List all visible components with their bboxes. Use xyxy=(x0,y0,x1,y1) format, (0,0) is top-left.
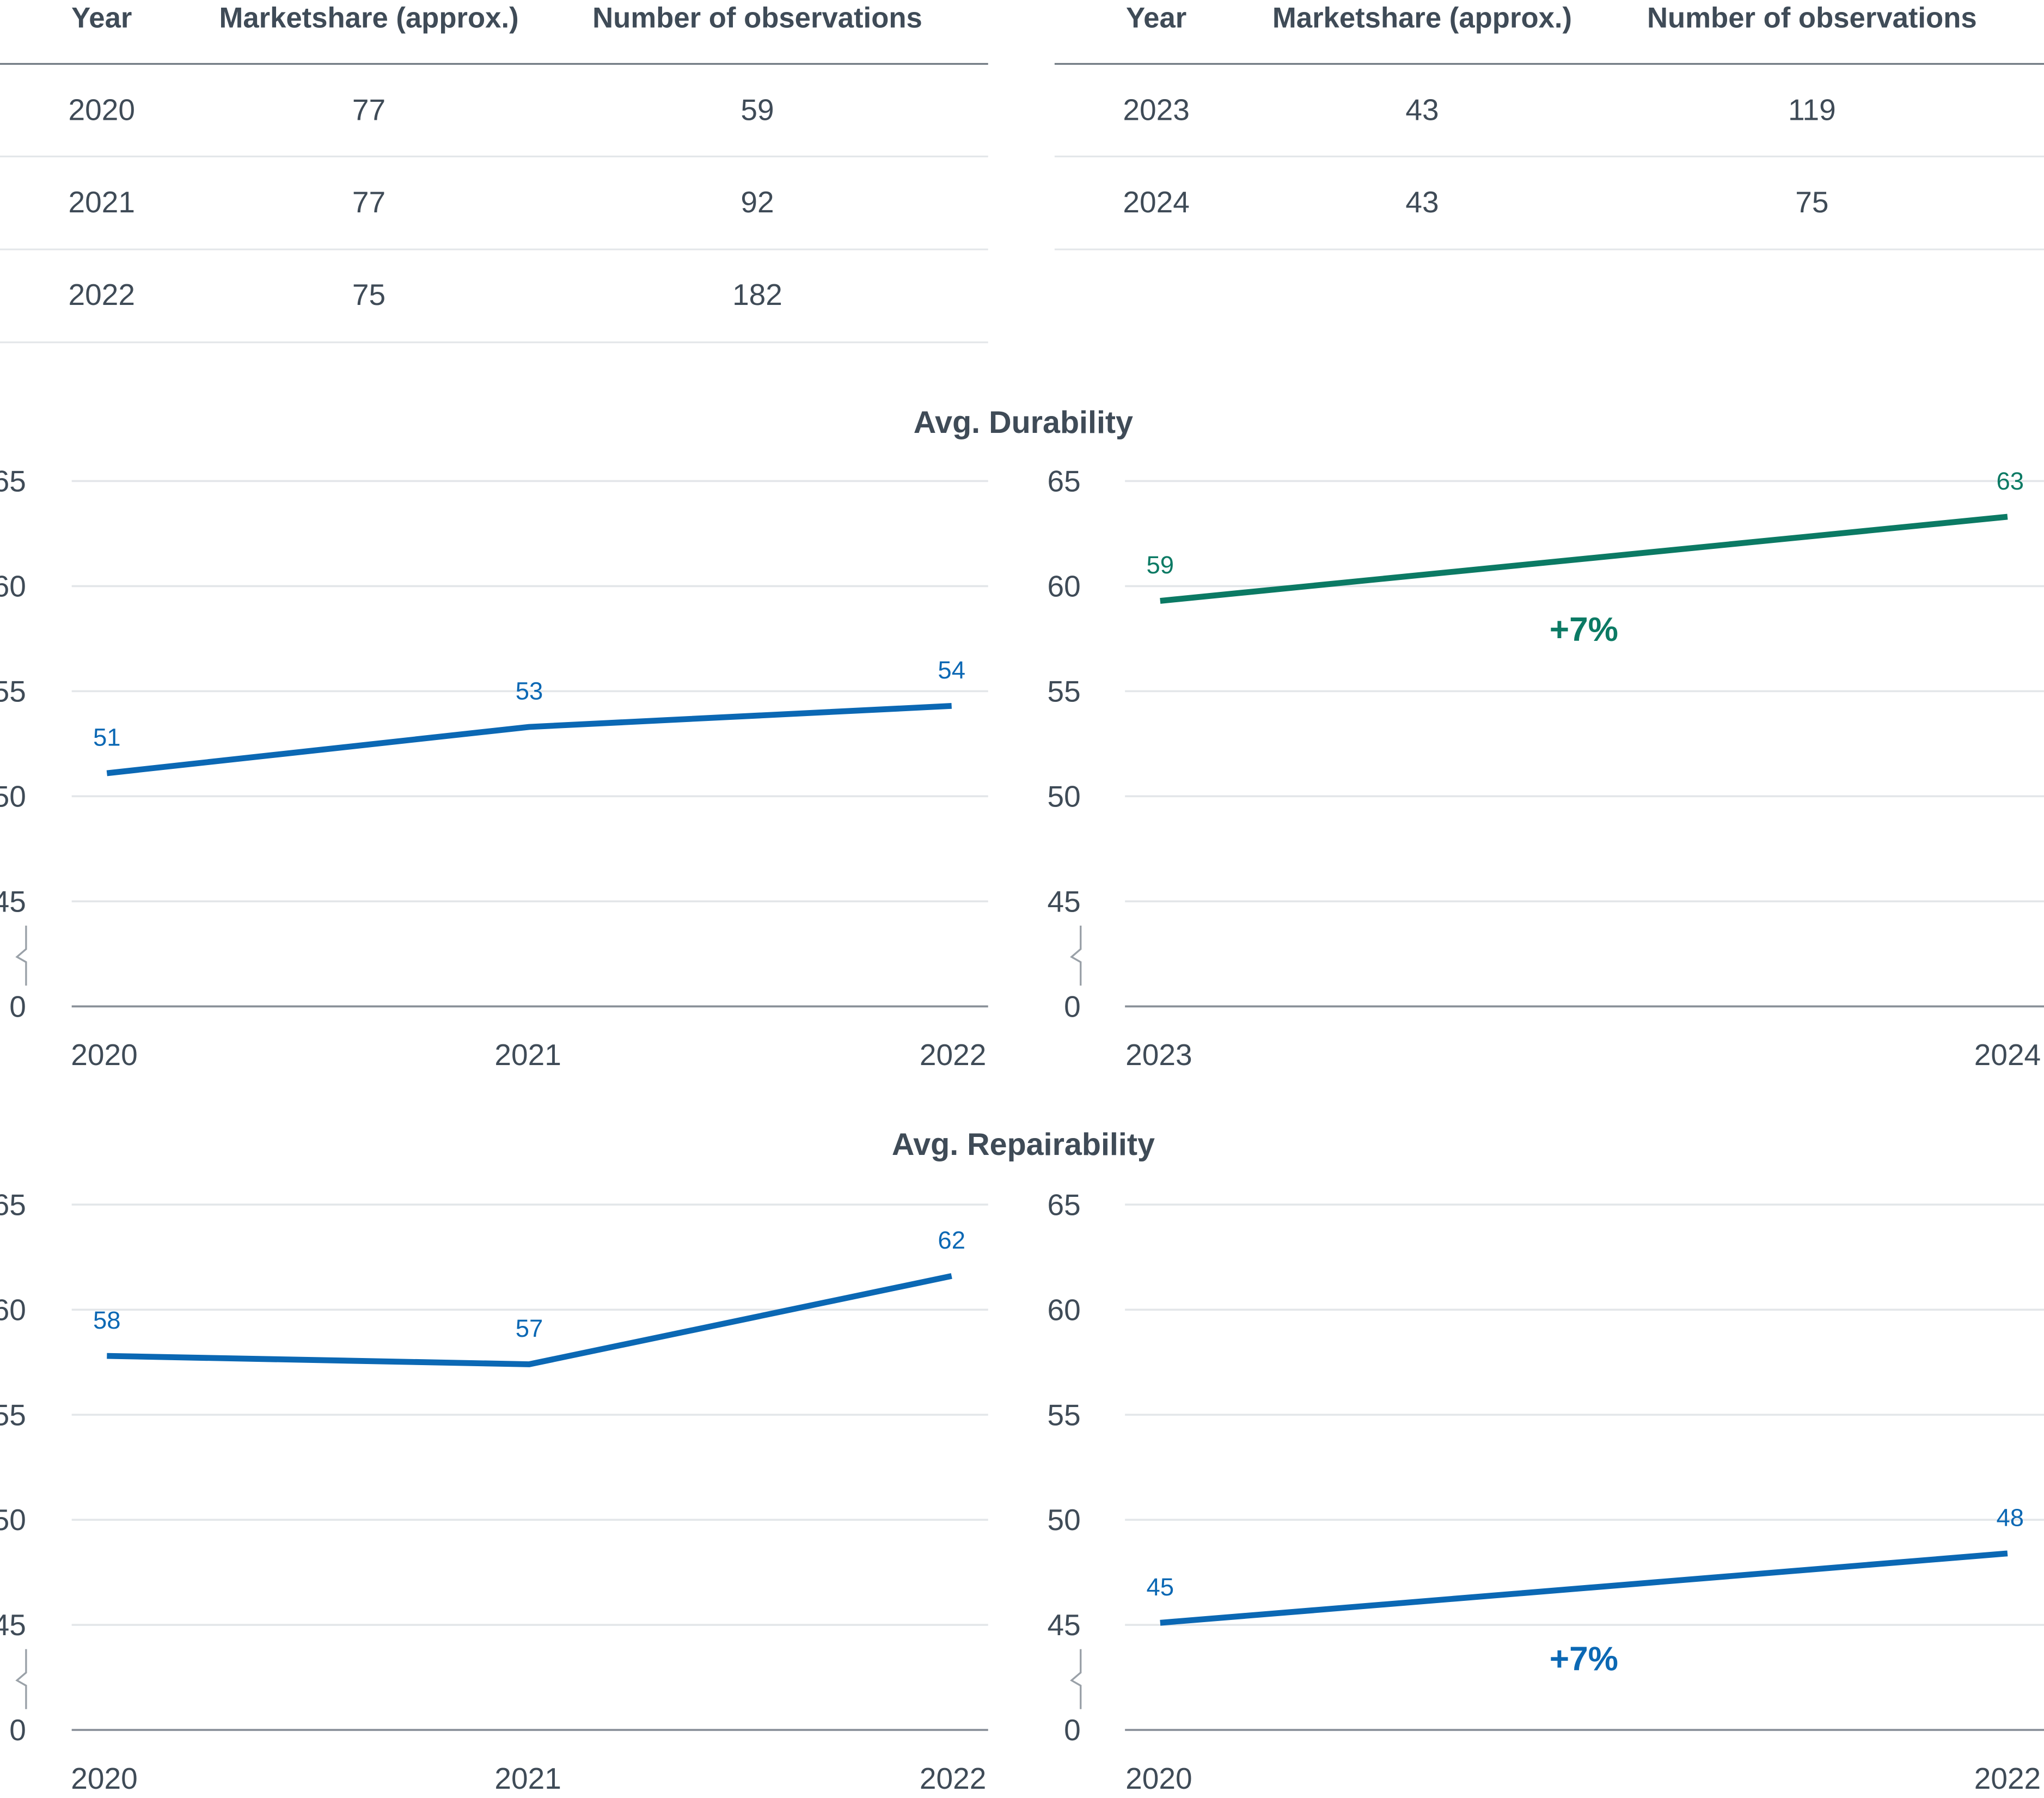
table-header-cell: Marketshare (approx.) xyxy=(1272,2,1572,34)
y-tick-label: 45 xyxy=(0,884,26,918)
data-label: 48 xyxy=(1996,1504,2024,1532)
table-row: 2024 43 75 xyxy=(1054,185,2044,250)
y-tick-label: 60 xyxy=(0,570,26,603)
series-line xyxy=(107,1273,952,1367)
data-label: 62 xyxy=(938,1226,965,1254)
table-1: Year Marketshare (approx.) Number of obser… xyxy=(0,2,988,344)
y-tick-label: 55 xyxy=(0,675,26,708)
table-header-cell: Year xyxy=(1126,2,1186,34)
table-row: 2023 43 119 xyxy=(1054,93,2044,157)
data-label: 58 xyxy=(93,1306,121,1334)
y-tick-label: 60 xyxy=(0,1293,26,1326)
y-tick-label: 0 xyxy=(1064,989,1081,1023)
table-header-cell: Number of observations xyxy=(592,2,922,34)
data-label: 63 xyxy=(1996,467,2024,495)
table-cell: 77 xyxy=(352,93,385,126)
repairability-title: Avg. Repairability xyxy=(892,1127,1155,1162)
y-tick-label: 0 xyxy=(1064,1713,1081,1747)
y-tick-label: 65 xyxy=(0,1188,26,1221)
x-tick-label: 2020 xyxy=(71,1762,137,1795)
table-cell: 43 xyxy=(1405,185,1439,219)
y-tick-label: 50 xyxy=(0,1503,26,1537)
change-annotation: +7% xyxy=(1550,1640,1618,1678)
y-tick-label: 50 xyxy=(1048,779,1081,813)
series-line xyxy=(1160,513,2008,604)
data-label: 53 xyxy=(516,677,543,705)
table-cell: 2022 xyxy=(69,278,135,311)
y-tick-label: 50 xyxy=(0,779,26,813)
x-tick-label: 2022 xyxy=(1974,1762,2041,1795)
data-label: 59 xyxy=(1146,551,1174,579)
table-cell: 2021 xyxy=(69,185,135,219)
line-chart-2: 65 60 55 50 45 0 2023 2024 59 63 +7% xyxy=(1048,464,2044,1072)
y-tick-label: 65 xyxy=(0,464,26,498)
table-cell: 77 xyxy=(352,185,385,219)
table-cell: 2024 xyxy=(1123,185,1189,219)
x-tick-label: 2021 xyxy=(494,1038,561,1072)
table-row: 2022 75 182 xyxy=(0,278,988,344)
durability-title: Avg. Durability xyxy=(914,405,1133,440)
line-chart-3: 65 60 55 50 45 0 2020 2021 2022 58 57 62 xyxy=(0,1188,988,1795)
series-line xyxy=(106,703,952,776)
axis-break-mark xyxy=(15,925,27,986)
y-tick-label: 65 xyxy=(1048,464,1081,498)
x-tick-label: 2023 xyxy=(1125,1038,1192,1072)
x-tick-label: 2021 xyxy=(494,1762,561,1795)
data-label: 57 xyxy=(516,1314,543,1342)
data-label: 54 xyxy=(938,656,965,684)
charts: 65 60 55 50 45 0 2020 2021 2022 51 53 54 65 60 55 50 45 0… xyxy=(0,464,2044,1795)
table-row: 2021 77 92 xyxy=(0,185,988,250)
y-tick-label: 45 xyxy=(1048,1608,1081,1642)
y-tick-label: 45 xyxy=(1048,884,1081,918)
axis-break-mark xyxy=(1070,1649,1082,1709)
table-cell: 182 xyxy=(732,278,782,311)
table-cell: 75 xyxy=(352,278,385,311)
x-tick-label: 2024 xyxy=(1974,1038,2041,1072)
x-tick-label: 2020 xyxy=(71,1038,137,1072)
y-tick-label: 60 xyxy=(1048,1293,1081,1326)
table-header-cell: Number of observations xyxy=(1647,2,1977,34)
change-annotation: +7% xyxy=(1550,611,1618,649)
y-tick-label: 55 xyxy=(1048,1398,1081,1432)
data-label: 45 xyxy=(1146,1573,1174,1601)
table-2: Year Marketshare (approx.) Number of obser… xyxy=(1054,2,2044,250)
table-cell: 92 xyxy=(741,185,774,219)
line-chart-1: 65 60 55 50 45 0 2020 2021 2022 51 53 54 xyxy=(0,464,988,1072)
x-tick-label: 2022 xyxy=(920,1762,986,1795)
table-header-cell: Year xyxy=(71,2,132,34)
axis-break-mark xyxy=(1070,925,1082,986)
y-tick-label: 60 xyxy=(1048,570,1081,603)
y-tick-label: 0 xyxy=(9,989,26,1023)
axis-break-mark xyxy=(15,1649,27,1709)
table-cell: 59 xyxy=(741,93,774,126)
table-header-cell: Marketshare (approx.) xyxy=(219,2,518,34)
y-tick-label: 50 xyxy=(1048,1503,1081,1537)
table-cell: 2020 xyxy=(69,93,135,126)
table-cell: 43 xyxy=(1405,93,1439,126)
table-row: 2020 77 59 xyxy=(0,93,988,157)
y-tick-label: 65 xyxy=(1048,1188,1081,1221)
y-tick-label: 45 xyxy=(0,1608,26,1642)
table-cell: 119 xyxy=(1788,93,1836,126)
y-tick-label: 55 xyxy=(0,1398,26,1432)
line-chart-4: 65 60 55 50 45 0 2020 2022 45 48 +7% xyxy=(1048,1188,2044,1795)
y-tick-label: 0 xyxy=(9,1713,26,1747)
x-tick-label: 2022 xyxy=(920,1038,986,1072)
y-tick-label: 55 xyxy=(1048,675,1081,708)
table-cell: 2023 xyxy=(1123,93,1189,126)
tables: Year Marketshare (approx.) Number of obser… xyxy=(0,2,2044,344)
data-label: 51 xyxy=(93,724,121,751)
x-tick-label: 2020 xyxy=(1125,1762,1192,1795)
table-cell: 75 xyxy=(1795,185,1828,219)
series-line xyxy=(1160,1550,2008,1626)
